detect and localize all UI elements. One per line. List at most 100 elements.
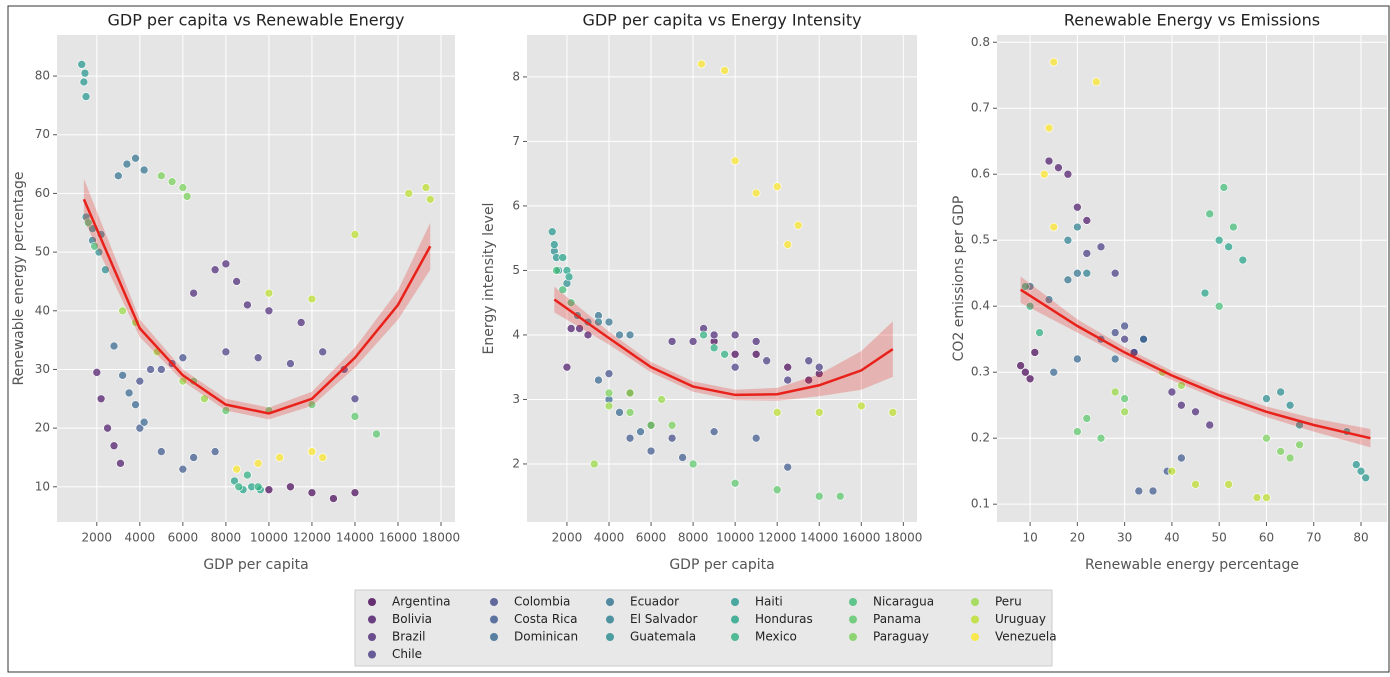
data-point <box>804 375 814 385</box>
data-point <box>178 353 188 363</box>
y-tick-label: 0.4 <box>971 299 990 313</box>
data-point <box>1295 440 1304 450</box>
data-point <box>1063 169 1073 179</box>
x-tick-label: 2000 <box>82 531 113 545</box>
data-point <box>814 408 824 417</box>
legend-marker <box>971 615 979 624</box>
x-tick-label: 4000 <box>594 531 625 545</box>
plot-area <box>997 35 1387 522</box>
legend-label: Costa Rica <box>514 612 577 626</box>
data-point <box>1219 183 1229 192</box>
data-point <box>275 453 284 462</box>
data-point <box>762 356 771 366</box>
x-tick-label: 8000 <box>211 531 242 545</box>
data-point <box>1035 328 1044 337</box>
x-tick-label: 14000 <box>336 531 374 545</box>
x-tick-label: 6000 <box>168 531 199 545</box>
data-point <box>157 171 166 181</box>
data-point <box>604 388 614 398</box>
data-point <box>699 330 708 340</box>
data-point <box>243 300 252 310</box>
y-axis-label: Renewable energy percentage <box>11 172 27 386</box>
data-point <box>566 324 576 333</box>
legend-marker <box>849 633 857 641</box>
x-tick-label: 16000 <box>842 531 880 545</box>
data-point <box>772 485 782 495</box>
y-tick-label: 0.6 <box>971 167 990 181</box>
data-point <box>1096 242 1106 252</box>
data-point <box>1191 407 1200 417</box>
x-tick-label: 60 <box>1259 531 1274 545</box>
data-point <box>1044 295 1054 304</box>
data-point <box>230 476 239 486</box>
x-tick-label: 2000 <box>552 531 583 545</box>
data-point <box>657 395 666 404</box>
data-point <box>1167 387 1177 397</box>
data-point <box>139 165 149 175</box>
data-point <box>1214 301 1224 311</box>
data-point <box>552 266 561 275</box>
data-point <box>243 470 252 480</box>
data-point <box>1082 268 1092 278</box>
data-point <box>566 298 576 307</box>
y-tick-label: 70 <box>35 127 50 141</box>
x-tick-label: 4000 <box>125 531 156 545</box>
data-point <box>709 427 719 436</box>
data-point <box>1082 414 1092 423</box>
data-point <box>135 376 145 386</box>
legend-marker <box>971 598 979 606</box>
data-point <box>1351 460 1361 469</box>
chart-title: GDP per capita vs Renewable Energy <box>107 11 404 30</box>
data-point <box>751 433 761 443</box>
x-axis-label: GDP per capita <box>669 557 774 573</box>
data-point <box>1110 328 1120 337</box>
data-point <box>1276 447 1285 456</box>
legend-label: Venezuela <box>995 630 1057 644</box>
data-point <box>1224 242 1233 252</box>
data-point <box>730 349 740 359</box>
data-point <box>1110 268 1120 278</box>
legend-label: Chile <box>392 647 422 661</box>
x-tick-label: 18000 <box>884 531 922 545</box>
y-tick-label: 0.1 <box>971 497 990 511</box>
data-point <box>92 368 102 377</box>
data-point <box>558 285 568 295</box>
data-point <box>1073 202 1082 212</box>
data-point <box>772 182 782 191</box>
plot-area <box>57 35 455 522</box>
data-point <box>667 433 677 443</box>
data-point <box>189 453 198 462</box>
data-point <box>234 482 244 492</box>
data-point <box>124 388 134 398</box>
data-point <box>1214 235 1224 245</box>
y-tick-label: 6 <box>512 198 520 212</box>
plot-area <box>527 35 917 522</box>
y-tick-label: 0.2 <box>971 431 990 445</box>
data-point <box>625 388 635 398</box>
legend-label: Colombia <box>514 595 570 609</box>
data-point <box>264 288 274 298</box>
legend-marker <box>971 633 979 641</box>
data-point <box>783 375 793 385</box>
data-point <box>118 371 127 380</box>
data-point <box>1200 288 1210 298</box>
data-point <box>1082 216 1092 225</box>
data-point <box>1177 381 1186 390</box>
data-point <box>1049 57 1059 67</box>
data-point <box>730 330 740 340</box>
data-point <box>814 491 824 501</box>
y-tick-label: 10 <box>35 479 50 493</box>
x-axis-label: Renewable energy percentage <box>1085 557 1299 573</box>
confidence-band <box>83 178 431 420</box>
data-point <box>1091 77 1101 87</box>
data-point <box>1139 334 1148 344</box>
confidence-band <box>554 286 893 401</box>
data-point <box>103 423 112 433</box>
data-point <box>583 330 593 340</box>
data-point <box>1054 163 1063 172</box>
legend-marker <box>731 615 739 624</box>
legend-label: Guatemala <box>630 630 696 644</box>
data-point <box>1262 493 1271 502</box>
data-point <box>79 77 89 87</box>
